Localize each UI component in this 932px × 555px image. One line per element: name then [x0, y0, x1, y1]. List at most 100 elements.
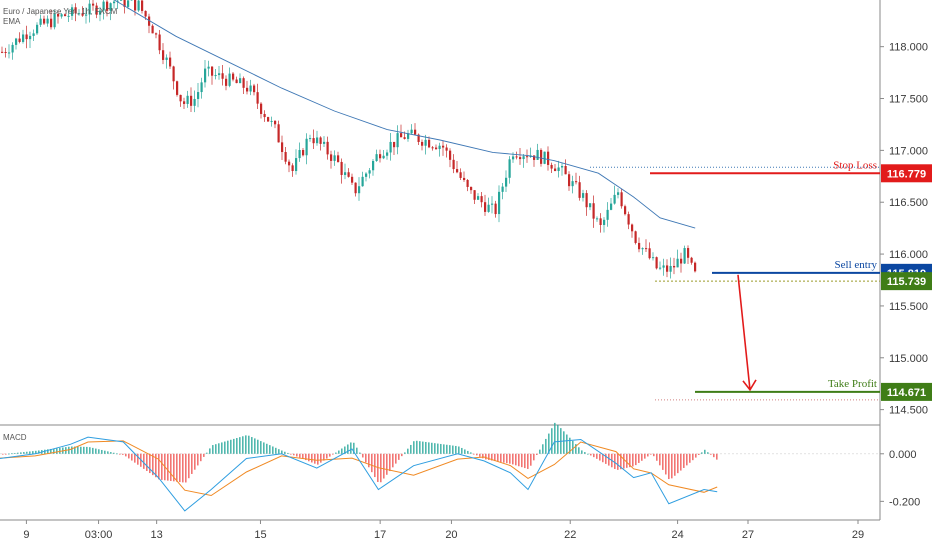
candle-body [267, 117, 269, 121]
macd-histogram-bar [452, 446, 454, 454]
candle-body [180, 95, 182, 101]
macd-histogram-bar [647, 454, 649, 457]
macd-histogram-bar [197, 454, 199, 466]
candle-body [225, 79, 227, 86]
macd-histogram-bar [665, 454, 667, 475]
macd-histogram-bar [506, 454, 508, 463]
candle-body [281, 142, 283, 152]
macd-histogram-bar [230, 440, 232, 454]
macd-histogram-bar [530, 454, 532, 466]
candle-body [5, 52, 7, 53]
macd-histogram-bar [86, 447, 88, 454]
macd-histogram-bar [425, 442, 427, 454]
price-axis-label: 115.000 [889, 353, 928, 365]
candle-body [201, 82, 203, 92]
candle-body [572, 181, 574, 186]
macd-histogram-bar [257, 440, 259, 454]
macd-histogram-bar [401, 454, 403, 456]
macd-histogram-bar [116, 453, 118, 454]
macd-histogram-bar [485, 454, 487, 460]
macd-histogram-bar [707, 452, 709, 454]
macd-histogram-bar [158, 454, 160, 480]
macd-histogram-bar [467, 451, 469, 454]
macd-histogram-bar [293, 454, 295, 456]
macd-histogram-bar [695, 454, 697, 458]
macd-histogram-bar [434, 443, 436, 454]
macd-histogram-bar [389, 454, 391, 471]
macd-histogram-bar [479, 454, 481, 457]
macd-histogram-bar [245, 435, 247, 453]
macd-histogram-bar [110, 452, 112, 454]
macd-histogram-bar [218, 443, 220, 453]
macd-histogram-bar [29, 451, 31, 453]
macd-histogram-bar [185, 454, 187, 483]
macd-histogram-bar [77, 447, 79, 454]
macd-histogram-bar [605, 454, 607, 464]
macd-histogram-bar [119, 454, 121, 455]
macd-histogram-bar [455, 446, 457, 454]
candle-body [344, 172, 346, 175]
candle-body [649, 248, 651, 258]
macd-histogram-bar [227, 441, 229, 454]
candle-body [218, 73, 220, 75]
candle-body [425, 140, 427, 146]
candle-body [299, 150, 301, 158]
candle-body [694, 263, 696, 272]
candle-body [460, 172, 462, 178]
candle-body [635, 231, 637, 243]
candle-body [537, 150, 539, 160]
macd-histogram-bar [701, 452, 703, 453]
candle-body [15, 39, 17, 45]
macd-histogram-bar [659, 454, 661, 466]
candle-body [243, 78, 245, 88]
macd-histogram-bar [317, 454, 319, 465]
macd-histogram-bar [98, 449, 100, 454]
candle-body [400, 133, 402, 137]
macd-histogram-bar [122, 454, 124, 455]
candle-body [523, 156, 525, 159]
macd-histogram-bar [677, 454, 679, 473]
macd-histogram-bar [383, 454, 385, 479]
candle-body [652, 257, 654, 258]
macd-histogram-bar [176, 454, 178, 482]
candle-body [260, 104, 262, 114]
candle-body [285, 152, 287, 162]
candle-body [435, 148, 437, 149]
macd-histogram-bar [284, 452, 286, 454]
macd-histogram-bar [191, 454, 193, 474]
candle-body [386, 152, 388, 155]
candle-body [68, 16, 70, 17]
macd-histogram-bar [674, 454, 676, 476]
macd-histogram-bar [320, 454, 322, 463]
macd-histogram-bar [689, 454, 691, 463]
macd-legend: MACD [3, 433, 27, 442]
candle-body [470, 187, 472, 190]
candle-body [288, 162, 290, 166]
candle-body [670, 266, 672, 272]
macd-histogram-bar [476, 454, 478, 456]
time-axis-label: 15 [254, 529, 266, 541]
macd-histogram-bar [236, 438, 238, 454]
candle-body [568, 174, 570, 186]
macd-histogram-bar [413, 441, 415, 454]
macd-histogram-bar [587, 454, 589, 455]
macd-histogram-bar [266, 444, 268, 454]
macd-histogram-bar [341, 449, 343, 454]
candle-body [428, 140, 430, 147]
take-profit-label: Take Profit [828, 378, 877, 390]
candle-body [439, 146, 441, 149]
candle-body [351, 177, 353, 183]
candle-body [257, 92, 259, 103]
macd-histogram-bar [419, 441, 421, 454]
macd-histogram-bar [716, 454, 718, 460]
candle-body [589, 203, 591, 207]
macd-histogram-bar [542, 444, 544, 454]
macd-histogram-bar [89, 447, 91, 454]
macd-histogram-bar [710, 454, 712, 455]
macd-histogram-bar [212, 445, 214, 454]
candle-body [250, 86, 252, 92]
macd-histogram-bar [626, 454, 628, 468]
candle-body [505, 178, 507, 187]
macd-histogram-bar [536, 454, 538, 455]
